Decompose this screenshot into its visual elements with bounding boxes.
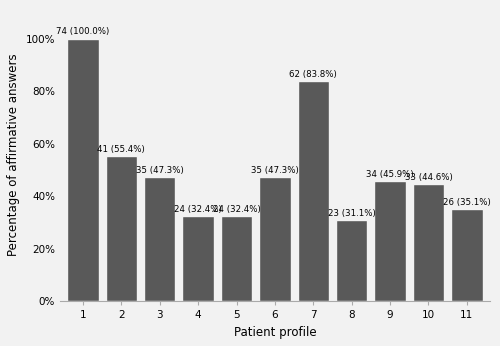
Text: 35 (47.3%): 35 (47.3%) [251, 166, 299, 175]
Bar [259, 177, 290, 301]
Text: 41 (55.4%): 41 (55.4%) [98, 145, 145, 154]
Text: 33 (44.6%): 33 (44.6%) [404, 173, 452, 182]
Text: 24 (32.4%): 24 (32.4%) [174, 205, 222, 214]
Bar [67, 38, 98, 301]
Y-axis label: Percentage of affirmative answers: Percentage of affirmative answers [7, 53, 20, 255]
Bar [336, 220, 368, 301]
Bar [106, 156, 137, 301]
Bar [182, 216, 214, 301]
Bar [298, 81, 329, 301]
Bar [451, 209, 482, 301]
Bar [374, 181, 406, 301]
X-axis label: Patient profile: Patient profile [234, 326, 316, 339]
Text: 62 (83.8%): 62 (83.8%) [290, 70, 337, 79]
Text: 23 (31.1%): 23 (31.1%) [328, 209, 376, 218]
Text: 24 (32.4%): 24 (32.4%) [212, 205, 260, 214]
Text: 26 (35.1%): 26 (35.1%) [443, 198, 491, 207]
Text: 35 (47.3%): 35 (47.3%) [136, 166, 184, 175]
Bar [221, 216, 252, 301]
Text: 74 (100.0%): 74 (100.0%) [56, 27, 110, 36]
Bar [413, 184, 444, 301]
Text: 34 (45.9%): 34 (45.9%) [366, 170, 414, 179]
Bar [144, 177, 176, 301]
